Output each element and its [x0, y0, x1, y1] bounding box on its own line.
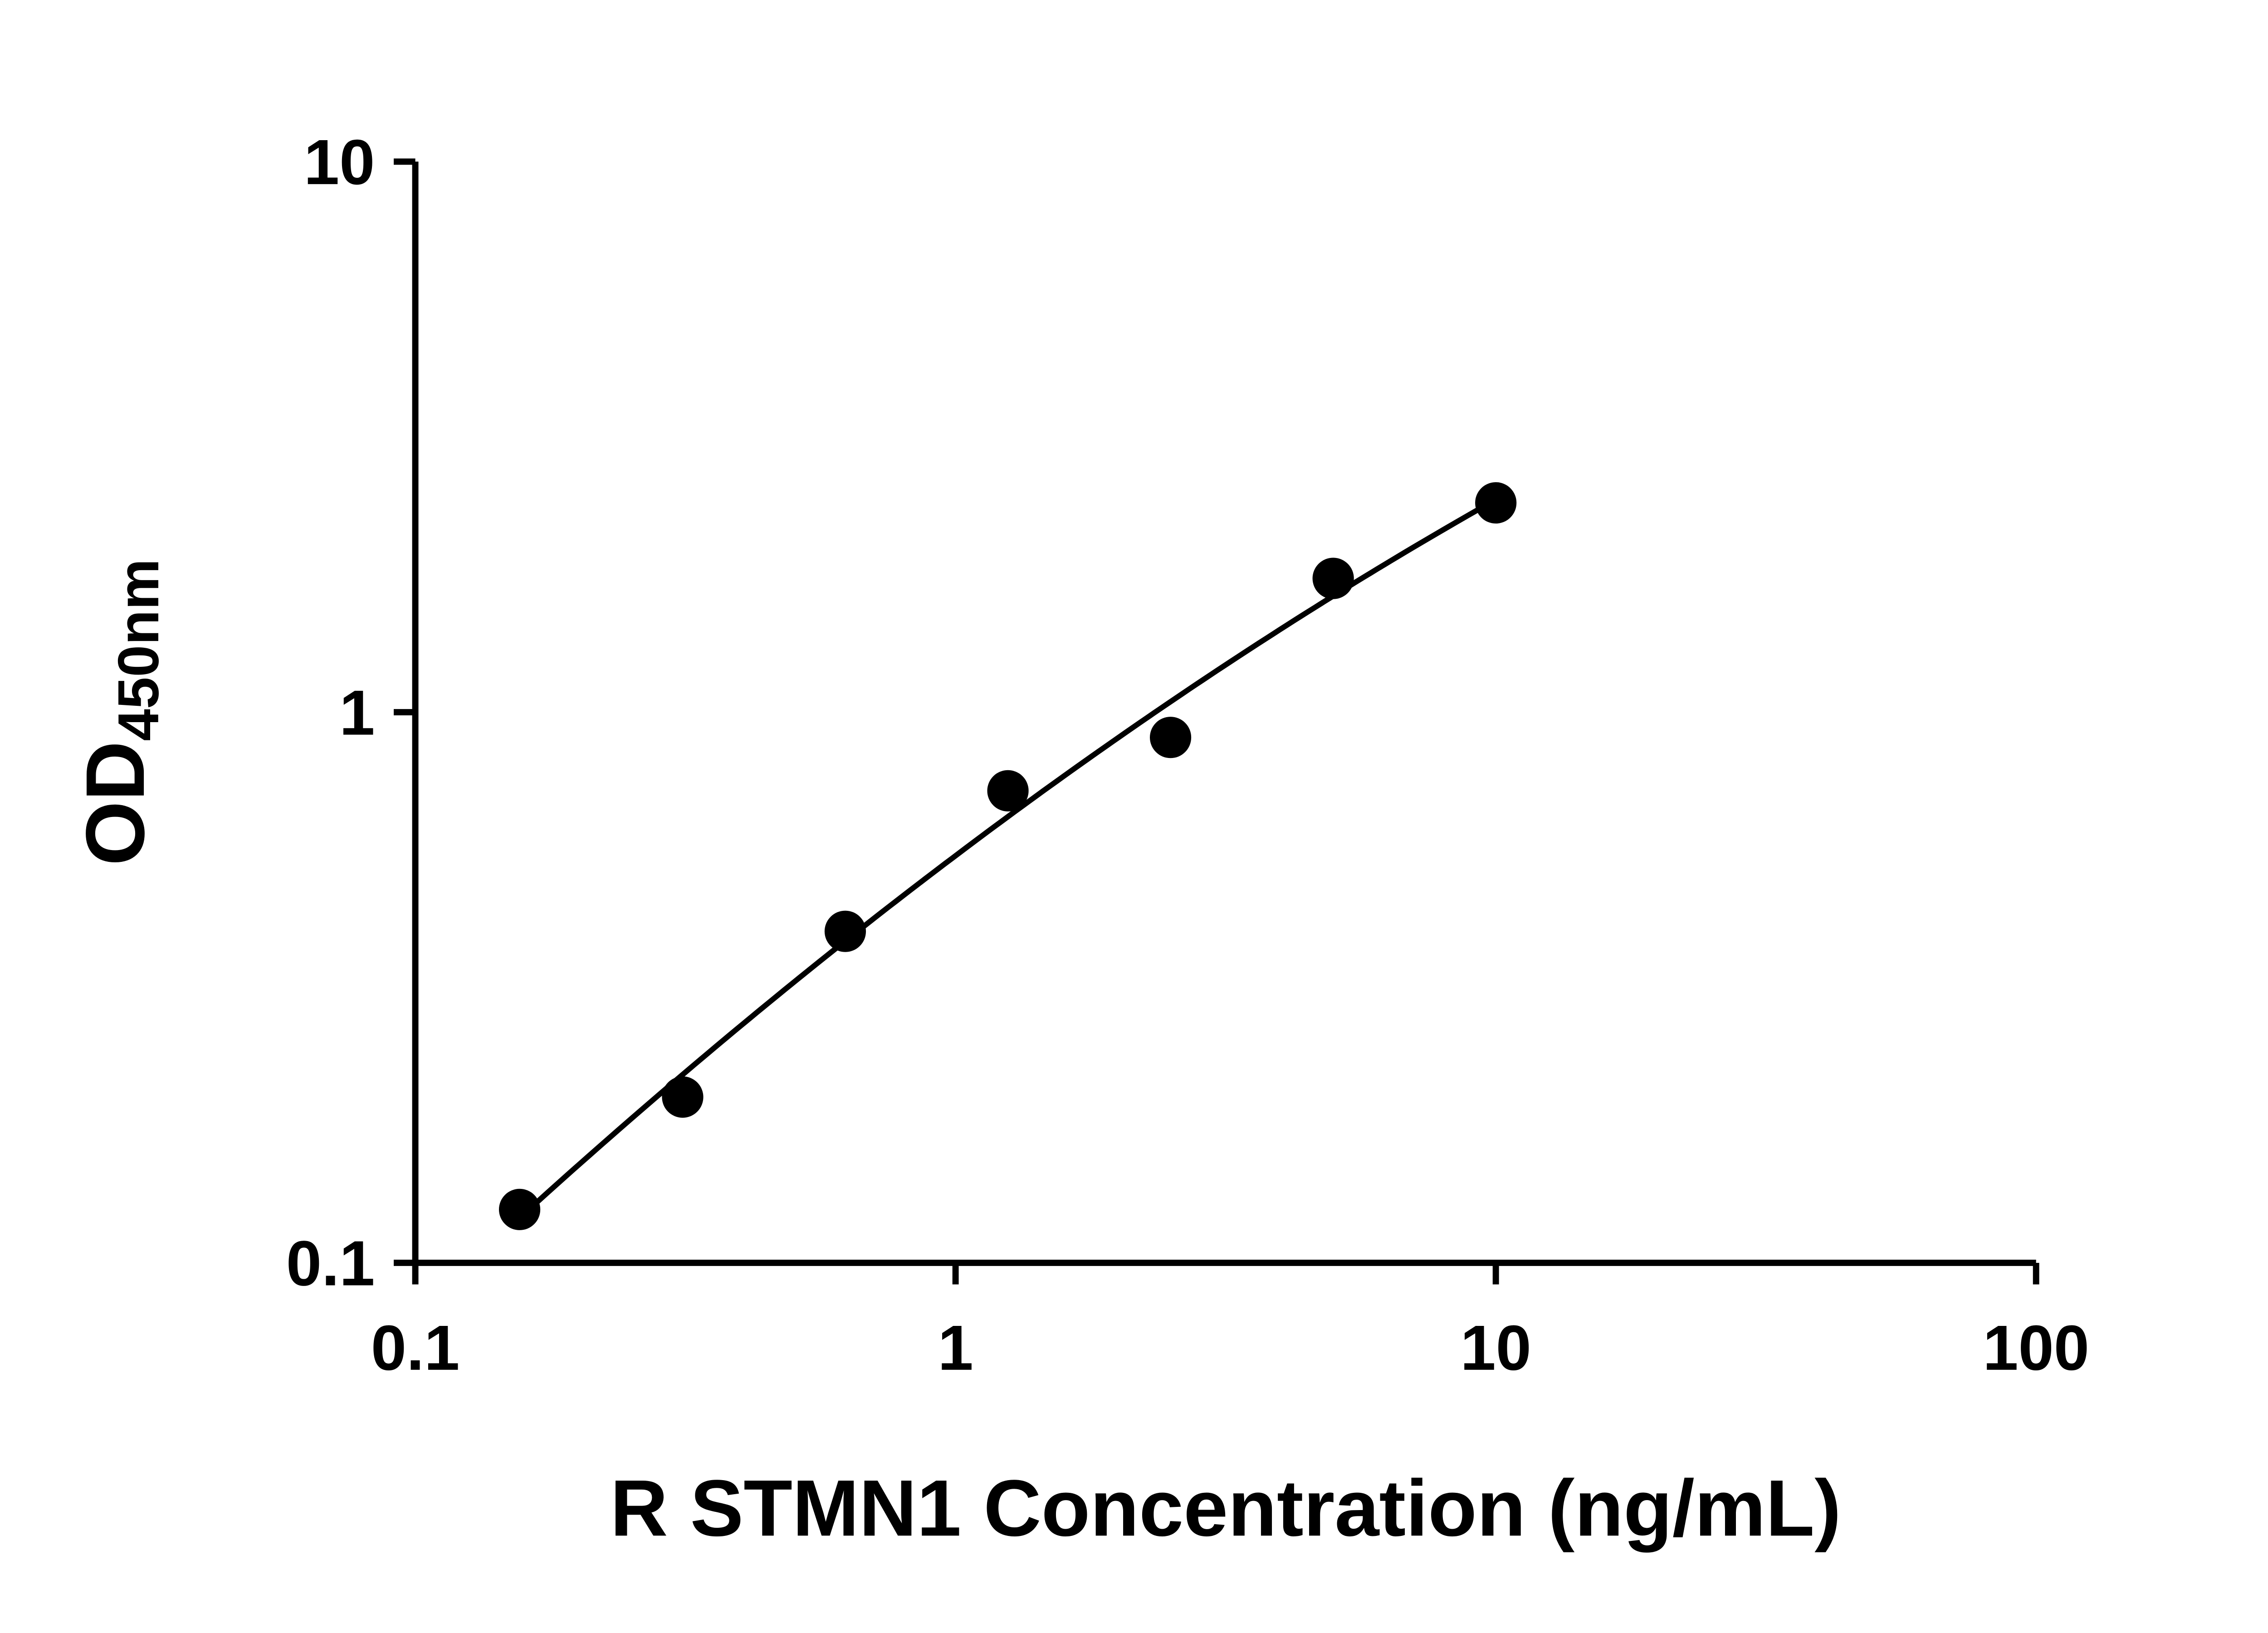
x-tick-label: 10: [1460, 1312, 1531, 1384]
data-point: [1149, 717, 1192, 758]
y-axis-title: OD450nm: [68, 559, 171, 866]
y-tick-label: 10: [304, 127, 375, 198]
fit-curve: [517, 497, 1499, 1221]
x-tick-label: 1: [938, 1312, 973, 1384]
x-axis-title: R STMN1 Concentration (ng/mL): [610, 1463, 1841, 1553]
y-axis-title-main: OD: [68, 741, 161, 866]
data-point: [987, 770, 1029, 812]
data-point: [824, 910, 866, 952]
data-point: [662, 1076, 704, 1118]
data-point: [1312, 557, 1354, 599]
y-axis-title-sub: 450nm: [106, 559, 171, 741]
data-point: [1475, 482, 1517, 524]
y-tick-label: 0.1: [286, 1227, 375, 1299]
x-tick-label: 100: [1983, 1312, 2089, 1384]
y-tick-label: 1: [339, 677, 375, 748]
points-layer: [499, 482, 1517, 1230]
curve-layer: [517, 497, 1499, 1221]
axes-layer: 0.1 1 10 100 0.1 1 10: [286, 127, 2089, 1384]
data-point: [499, 1188, 541, 1230]
x-tick-label: 0.1: [371, 1312, 460, 1384]
